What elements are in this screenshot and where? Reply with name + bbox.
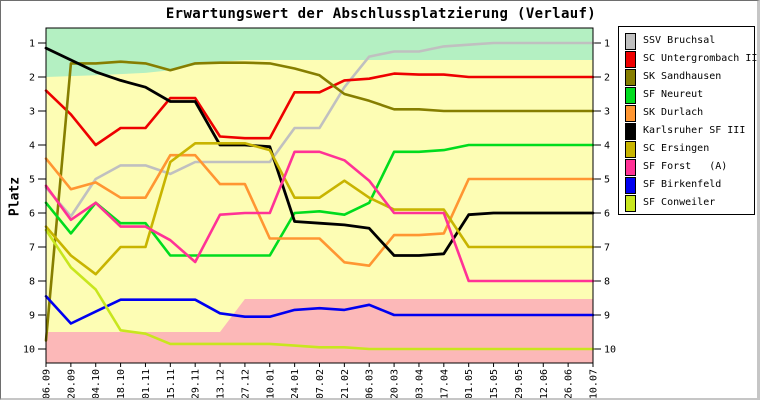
series-line bbox=[44, 228, 595, 351]
x-tick-label: 15.05 bbox=[489, 369, 500, 399]
y-tick-label-right: 1 bbox=[604, 39, 610, 50]
x-tick-label: 29.11 bbox=[191, 369, 202, 399]
legend-swatch bbox=[625, 122, 636, 140]
legend-item: SF Conweiler bbox=[619, 194, 754, 212]
legend-label: SF Birkenfeld bbox=[643, 179, 722, 190]
x-tick-label: 18.10 bbox=[116, 369, 127, 399]
x-tick-label: 06.09 bbox=[42, 369, 53, 399]
legend-swatch bbox=[625, 176, 636, 194]
x-tick-label: 07.02 bbox=[315, 369, 326, 399]
chart-title: Erwartungswert der Abschlussplatzierung … bbox=[165, 6, 597, 22]
legend-label: SF Forst (A) bbox=[643, 161, 728, 172]
legend-item: SF Forst (A) bbox=[619, 158, 754, 176]
y-tick-label-right: 6 bbox=[604, 209, 610, 220]
x-tick-label: 06.03 bbox=[365, 369, 376, 399]
plot-border bbox=[45, 27, 594, 364]
y-tick-label-right: 3 bbox=[604, 107, 610, 118]
y-tick-label-right: 4 bbox=[604, 141, 610, 152]
x-tick-label: 24.01 bbox=[290, 369, 301, 399]
series-line bbox=[44, 46, 595, 257]
axis-ticks: 1 1 2 2 3 3 4 4 5 5 6 6 7 7 8 8 9 9 10 10 06.09 20.09 04.10 18.… bbox=[23, 39, 616, 399]
series-line bbox=[44, 294, 595, 325]
legend-item: SK Sandhausen bbox=[619, 68, 754, 86]
legend-label: SC Ersingen bbox=[643, 143, 710, 154]
y-tick-label-left: 5 bbox=[29, 175, 35, 186]
series-line bbox=[44, 150, 595, 283]
legend: SSV Bruchsal SC Untergrombach II SK Sandha… bbox=[618, 26, 758, 215]
y-tick-label-right: 2 bbox=[604, 73, 610, 84]
y-tick-label-left: 3 bbox=[29, 107, 35, 118]
y-tick-label-left: 2 bbox=[29, 73, 35, 84]
legend-item: SC Untergrombach II bbox=[619, 50, 758, 68]
x-tick-label: 20.03 bbox=[390, 369, 401, 399]
x-tick-label: 27.12 bbox=[240, 369, 251, 399]
x-tick-label: 21.02 bbox=[340, 369, 351, 399]
y-tick-label-left: 6 bbox=[29, 209, 35, 220]
x-tick-label: 20.09 bbox=[66, 369, 77, 399]
x-tick-label: 01.11 bbox=[141, 369, 152, 399]
y-tick-label-right: 10 bbox=[604, 345, 616, 356]
legend-item: Karlsruher SF III bbox=[619, 122, 754, 140]
x-tick-label: 26.06 bbox=[564, 369, 575, 399]
legend-swatch bbox=[625, 140, 636, 158]
legend-item: SF Birkenfeld bbox=[619, 176, 754, 194]
x-tick-label: 01.05 bbox=[464, 369, 475, 399]
y-tick-label-left: 1 bbox=[29, 39, 35, 50]
legend-swatch bbox=[625, 68, 636, 86]
x-tick-label: 17.04 bbox=[439, 369, 450, 399]
legend-label: SC Untergrombach II bbox=[643, 53, 758, 64]
y-axis-title: Platz bbox=[7, 176, 23, 217]
legend-item: SF Neureut bbox=[619, 86, 754, 104]
legend-label: SSV Bruchsal bbox=[643, 35, 716, 46]
series-line bbox=[44, 142, 595, 276]
y-tick-label-right: 8 bbox=[604, 277, 610, 288]
legend-swatch bbox=[625, 32, 636, 50]
x-tick-label: 29.05 bbox=[514, 369, 525, 399]
legend-swatch bbox=[625, 104, 636, 122]
legend-item: SK Durlach bbox=[619, 104, 754, 122]
legend-item: SSV Bruchsal bbox=[619, 32, 754, 50]
legend-swatch bbox=[625, 50, 636, 68]
series-line bbox=[44, 72, 595, 147]
y-tick-label-left: 10 bbox=[23, 345, 35, 356]
y-tick-label-right: 7 bbox=[604, 243, 610, 254]
series-line bbox=[44, 41, 595, 218]
legend-swatch bbox=[625, 194, 636, 212]
series-line bbox=[44, 60, 595, 342]
legend-label: Karlsruher SF III bbox=[643, 125, 746, 136]
series-line bbox=[44, 143, 595, 257]
y-tick-label-right: 5 bbox=[604, 175, 610, 186]
x-tick-label: 03.04 bbox=[414, 369, 425, 399]
legend-label: SF Neureut bbox=[643, 89, 704, 100]
legend-label: SF Conweiler bbox=[643, 197, 716, 208]
y-tick-label-left: 9 bbox=[29, 311, 35, 322]
legend-label: SK Sandhausen bbox=[643, 71, 722, 82]
y-tick-label-right: 9 bbox=[604, 311, 610, 322]
y-tick-label-left: 8 bbox=[29, 277, 35, 288]
series-line bbox=[44, 153, 595, 268]
x-tick-label: 10.01 bbox=[265, 369, 276, 399]
x-tick-label: 04.10 bbox=[91, 369, 102, 399]
legend-label: SK Durlach bbox=[643, 107, 704, 118]
x-tick-label: 15.11 bbox=[166, 369, 177, 399]
x-tick-label: 12.06 bbox=[539, 369, 550, 399]
legend-swatch bbox=[625, 86, 636, 104]
legend-item: SC Ersingen bbox=[619, 140, 754, 158]
y-tick-label-left: 7 bbox=[29, 243, 35, 254]
legend-swatch bbox=[625, 158, 636, 176]
x-tick-label: 13.12 bbox=[216, 369, 227, 399]
x-tick-label: 10.07 bbox=[589, 369, 600, 399]
top-zone-green bbox=[46, 28, 593, 77]
y-tick-label-left: 4 bbox=[29, 141, 35, 152]
